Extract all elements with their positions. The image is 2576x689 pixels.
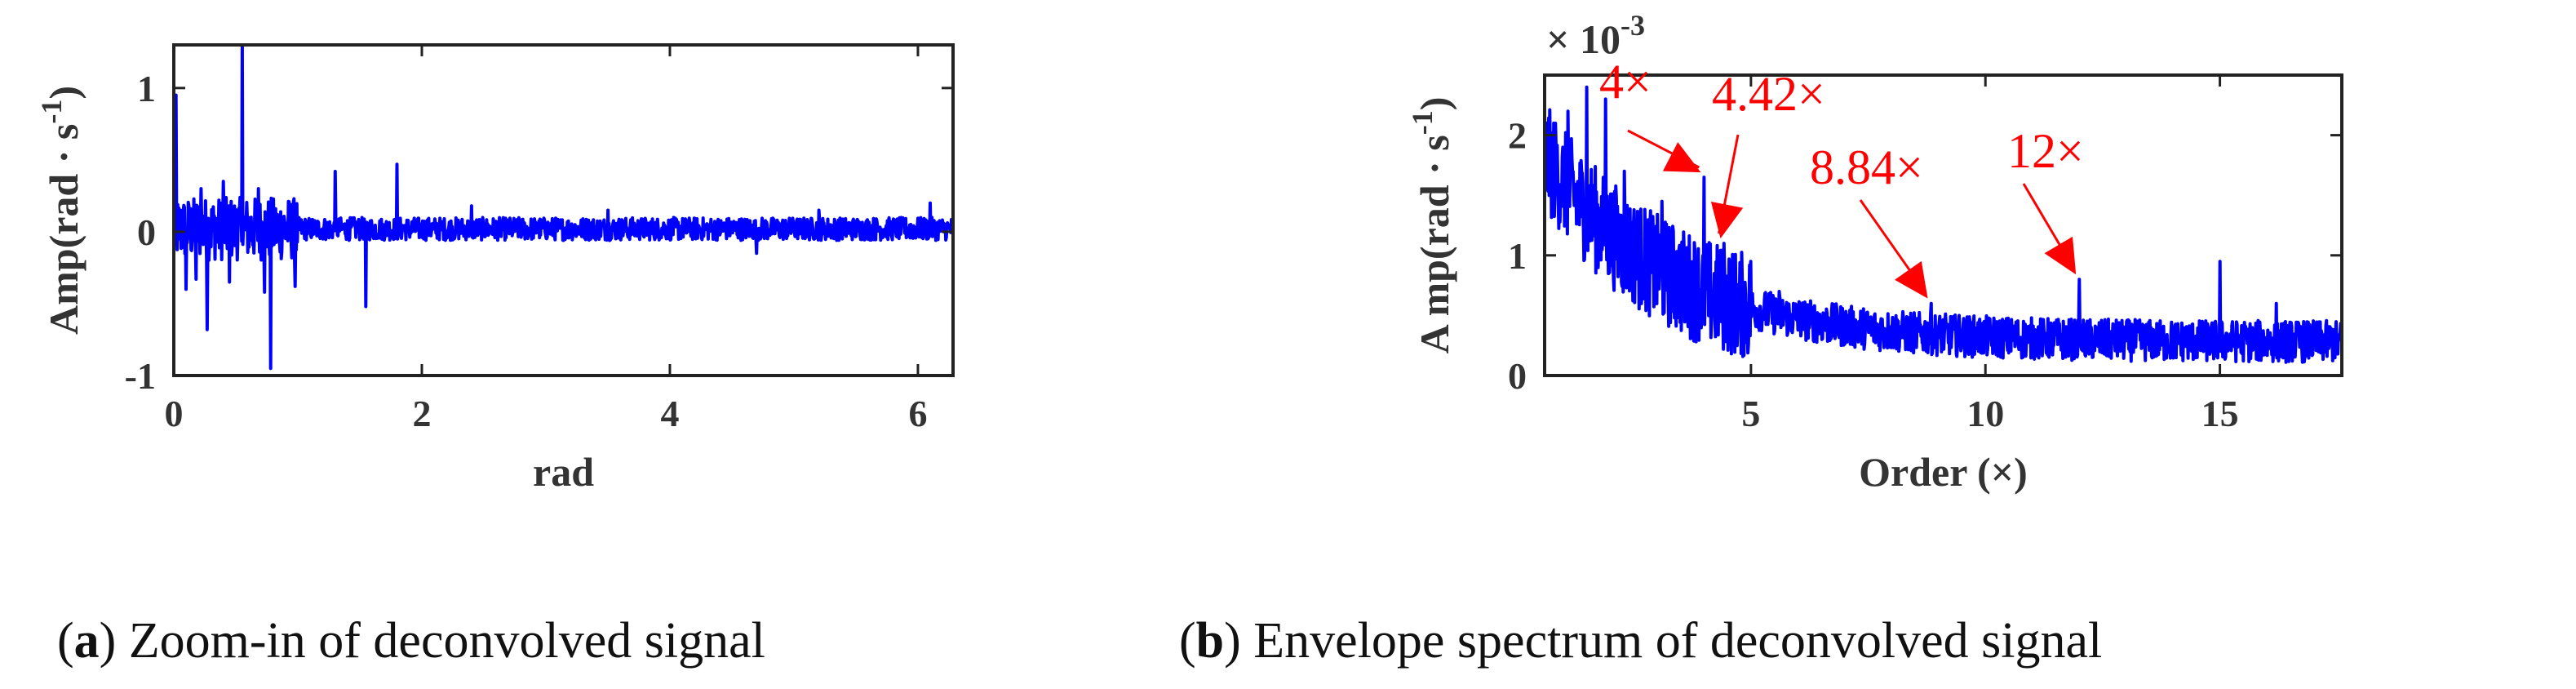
y-tick-label: 1 [137,68,156,109]
caption-a: (a) Zoom-in of deconvolved signal [57,613,765,669]
annotation-label: 4× [1599,55,1652,109]
x-tick-label: 10 [1966,393,2004,434]
annotation-arrow-head [1895,260,1928,299]
plot-b-frame [1543,73,2343,377]
y-tick-label: 0 [1508,355,1527,397]
plot-b-annotations: 4× 4.42× 8.84× 12× [1599,55,2084,299]
y-tick-label: -1 [125,355,156,397]
annotation-arrow-head [2044,236,2077,275]
x-tick-label: 15 [2201,393,2239,434]
plot-a-area [172,43,955,371]
panel-b: 5 10 15 0 1 2 × 10-3 Order (×) A mp(rad · s-1… [1179,9,2343,669]
plot-a-ylabel: Amp(rad · s-1) [35,86,86,335]
plot-b-area [1543,85,2343,364]
panel-a: 0 2 4 6-101 rad Amp(rad · s-1) (a) Zoom-in … [35,43,955,669]
annotation-arrow-head [1710,202,1744,239]
annotation-label: 4.42× [1712,67,1825,121]
y-tick-label: 1 [1508,235,1527,277]
plot-b-scale-factor: × 10-3 [1546,9,1645,62]
y-tick-label: 0 [137,211,156,253]
annotation-label: 12× [2007,124,2084,178]
plot-a-frame [172,43,955,377]
x-tick-label: 6 [908,393,927,434]
x-tick-label: 2 [412,393,431,434]
annotation-arrow-head [1662,142,1701,173]
series-line [1543,85,2343,364]
x-tick-label: 5 [1741,393,1760,434]
annotation-label: 8.84× [1810,140,1923,194]
plot-b-ylabel: A mp(rad · s-1) [1406,97,1457,354]
plot-b-ticks: 5 10 15 0 1 2 [1508,75,2342,434]
series-line [172,43,955,371]
y-tick-label: 2 [1508,115,1527,157]
plot-b-xlabel: Order (×) [1859,449,2028,495]
plot-a-xlabel: rad [533,449,594,495]
plot-a-ticks: 0 2 4 6-101 [125,45,953,434]
caption-b: (b) Envelope spectrum of deconvolved sig… [1179,613,2102,669]
x-tick-label: 0 [165,393,184,434]
x-tick-label: 4 [660,393,679,434]
